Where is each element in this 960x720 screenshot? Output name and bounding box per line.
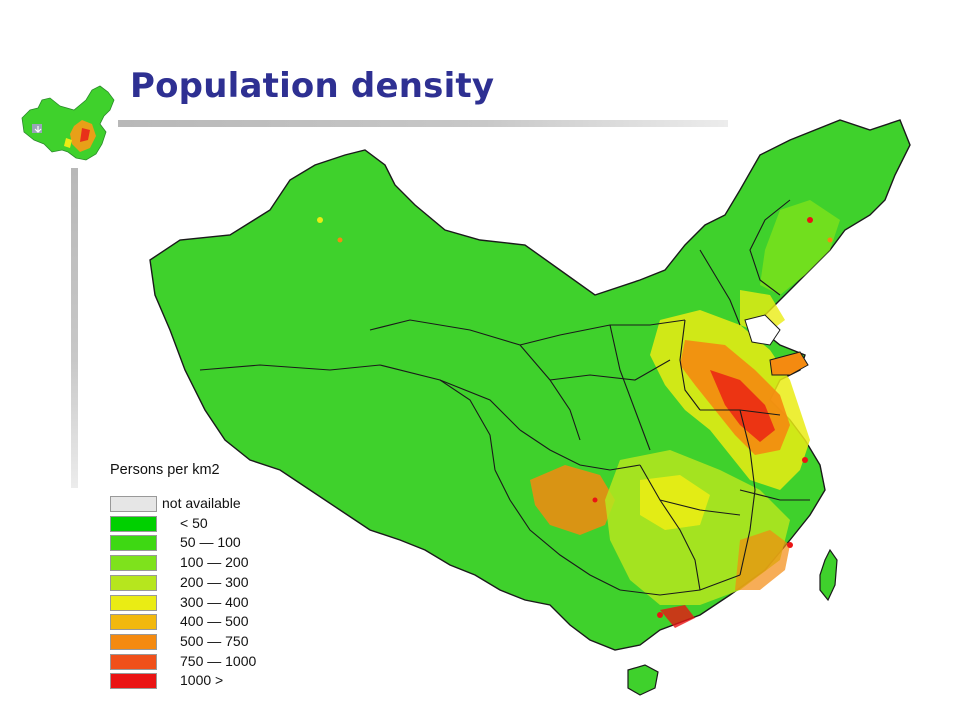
legend-item: 500 — 750 (106, 632, 306, 651)
legend-item: 100 — 200 (106, 554, 306, 572)
legend-label: < 50 (180, 514, 208, 531)
page-title: Population density (130, 66, 495, 106)
legend-label: 1000 > (180, 672, 224, 689)
legend-swatch (110, 653, 157, 670)
legend-label: 300 — 400 (180, 593, 249, 610)
legend-swatch (110, 673, 157, 690)
legend-swatch (110, 633, 157, 650)
legend-swatch (110, 535, 157, 552)
region-central-patches (640, 475, 710, 530)
title-underline-bar (118, 120, 728, 127)
region-very-dense (710, 370, 775, 442)
legend-swatch (110, 614, 157, 631)
hainan-island (627, 664, 659, 696)
legend-label: not available (162, 495, 241, 511)
region-southeast-coast (735, 530, 790, 590)
legend-swatch (110, 496, 157, 512)
bohai-sea (744, 314, 781, 346)
legend-label: 400 — 500 (180, 613, 249, 630)
legend-swatch (110, 574, 157, 591)
shandong-peninsula (769, 351, 809, 376)
legend-swatch (110, 594, 157, 611)
legend-label: 100 — 200 (180, 554, 249, 571)
legend-item: < 50 (106, 514, 306, 533)
legend-swatch (110, 555, 157, 572)
legend-label: 50 — 100 (180, 534, 241, 551)
province-boundaries (199, 199, 810, 596)
legend-item: 750 — 1000 (106, 652, 306, 671)
legend-swatch (110, 515, 157, 532)
legend-label: 750 — 1000 (180, 652, 257, 669)
region-northeast-belt (760, 200, 840, 295)
legend-item: 1000 > (106, 672, 306, 690)
map-legend: Persons per km2 not available < 50 50 — 10… (106, 462, 306, 712)
legend-item: 200 — 300 (106, 573, 306, 592)
legend-item: 50 — 100 (106, 534, 306, 552)
density-speckles (317, 217, 833, 618)
legend-item: not available (106, 495, 306, 513)
region-sichuan-basin (530, 465, 615, 535)
legend-label: 500 — 750 (180, 632, 249, 649)
taiwan-island (819, 548, 838, 602)
legend-title: Persons per km2 (110, 462, 220, 478)
side-vertical-bar (71, 168, 78, 488)
china-thumbnail-map (21, 85, 115, 161)
population-density-map (149, 119, 911, 696)
legend-item: 300 — 400 (106, 593, 306, 612)
legend-label: 200 — 300 (180, 573, 249, 590)
region-pearl-delta (660, 605, 695, 628)
legend-item: 400 — 500 (106, 613, 306, 631)
